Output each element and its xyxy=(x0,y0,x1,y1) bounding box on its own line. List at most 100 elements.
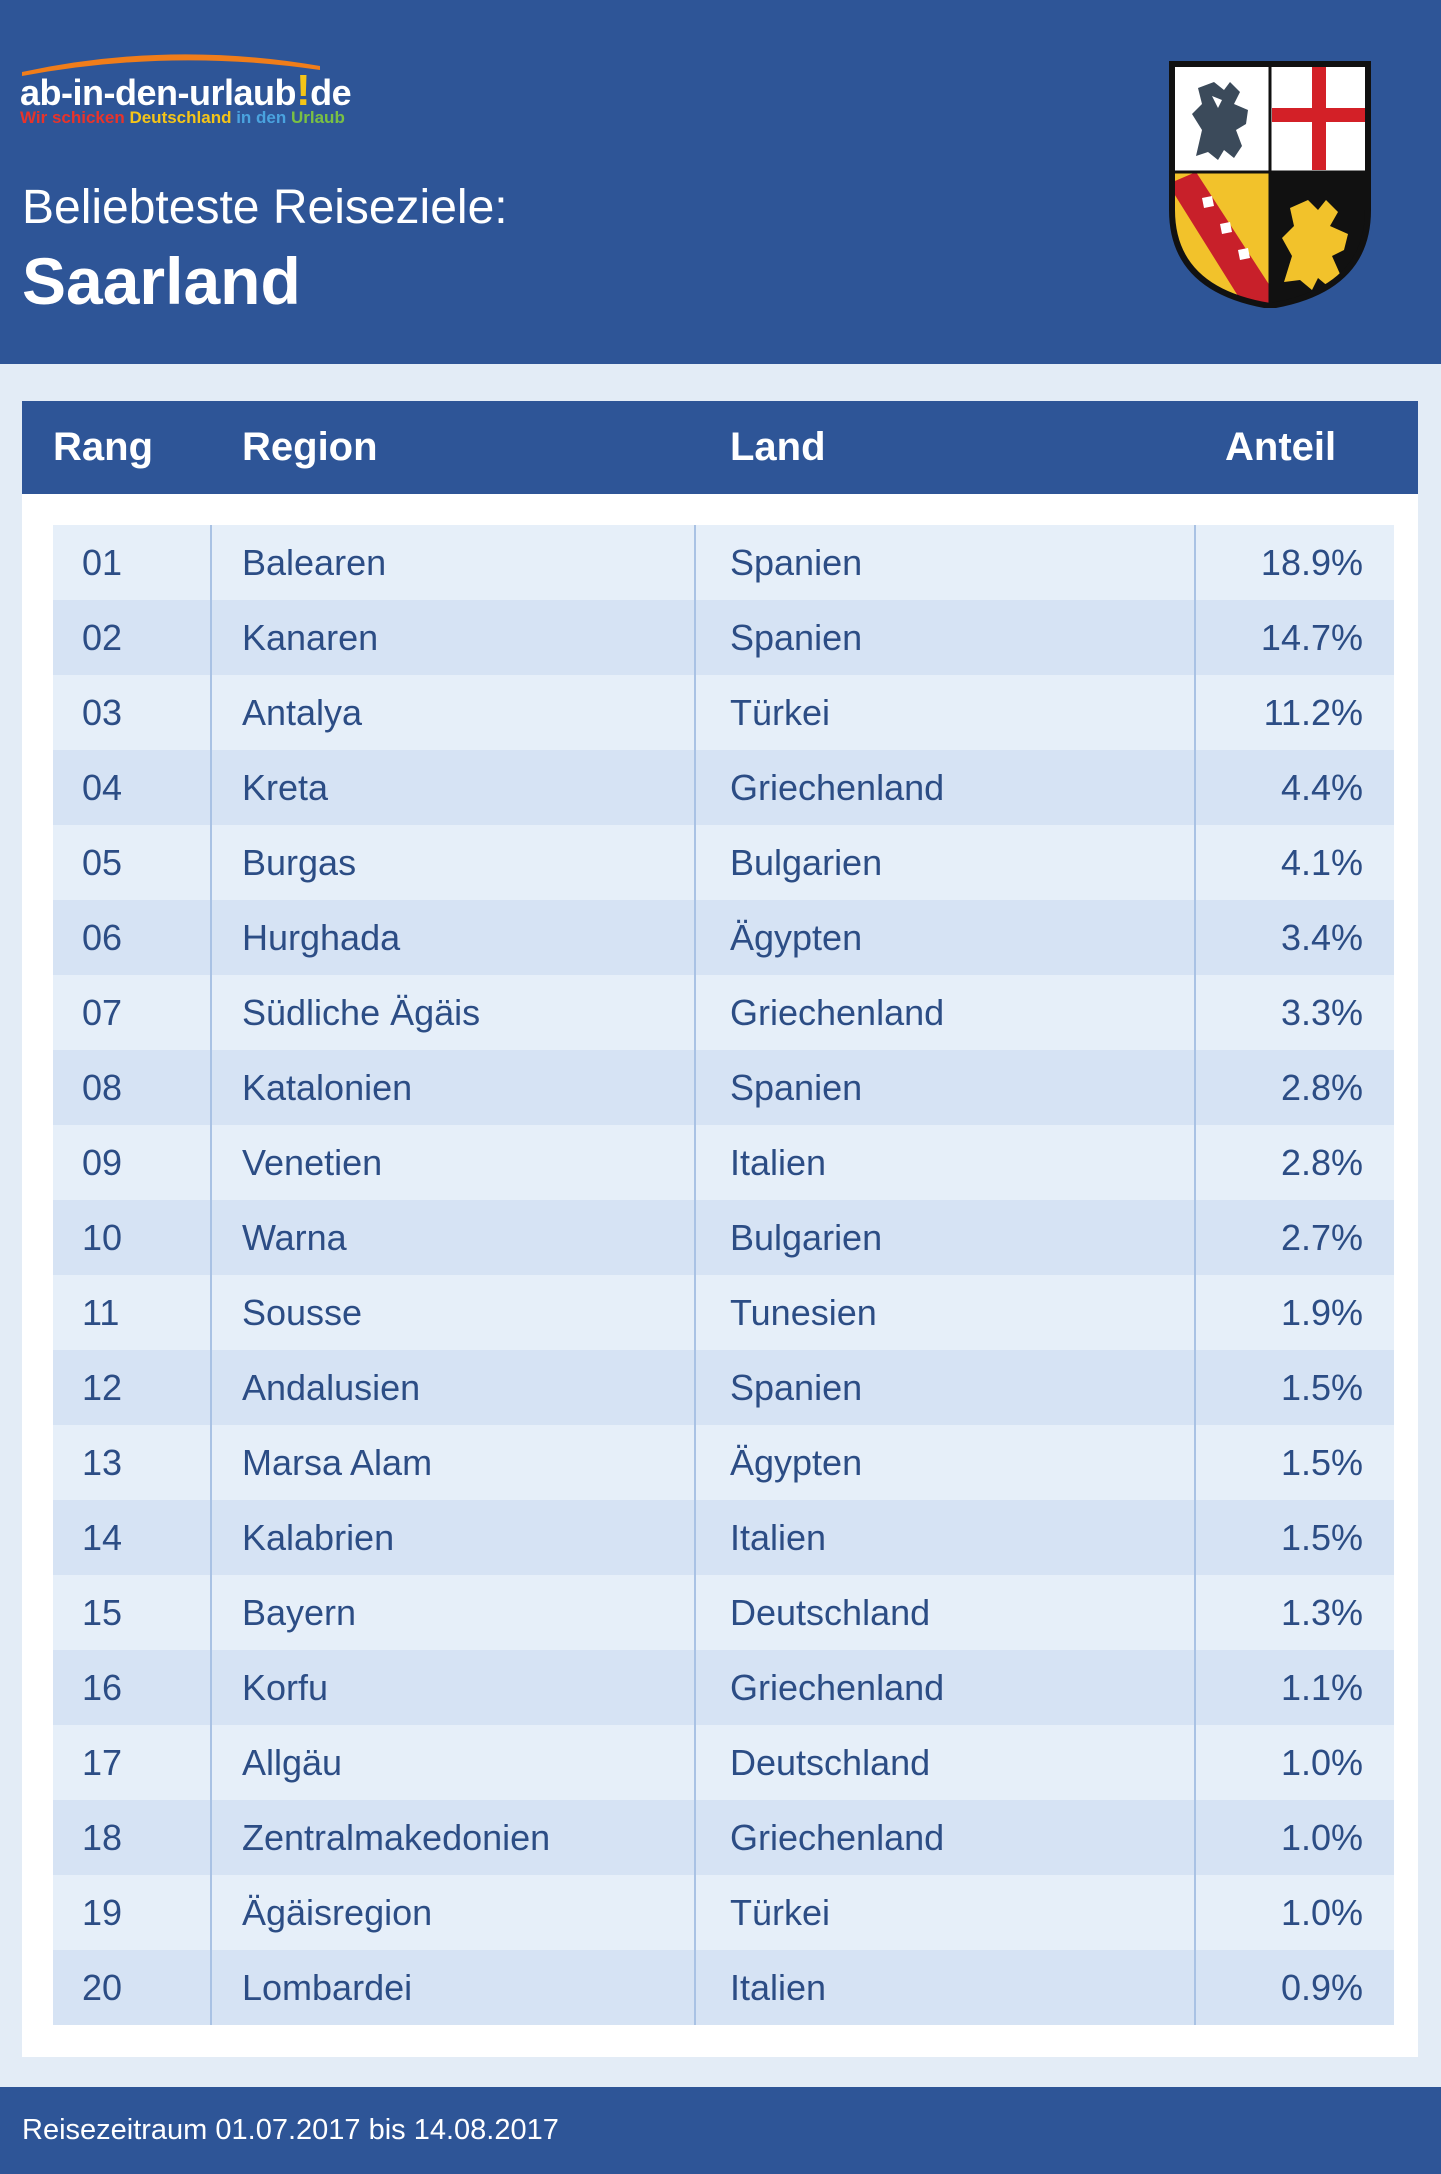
rank-cell: 10 xyxy=(82,1217,123,1258)
land-cell: Deutschland xyxy=(730,1592,931,1633)
rank-cell: 01 xyxy=(82,542,123,583)
land-cell: Griechenland xyxy=(730,992,945,1033)
tagline-part: Urlaub xyxy=(290,108,345,127)
rank-cell: 17 xyxy=(82,1742,123,1783)
tagline-part: in den xyxy=(236,108,291,127)
table-row[interactable]: 17 Allgäu Deutschland 1.0% xyxy=(53,1725,1394,1800)
table-row[interactable]: 05 Burgas Bulgarien 4.1% xyxy=(53,825,1394,900)
land-cell: Italien xyxy=(730,1517,827,1558)
land-cell: Griechenland xyxy=(730,1817,945,1858)
table-row[interactable]: 15 Bayern Deutschland 1.3% xyxy=(53,1575,1394,1650)
footer: Reisezeitraum 01.07.2017 bis 14.08.2017 xyxy=(0,2087,1441,2174)
land-cell: Deutschland xyxy=(730,1742,931,1783)
saarland-coat-of-arms-icon xyxy=(1169,61,1371,308)
region-cell: Warna xyxy=(242,1217,347,1258)
land-cell: Türkei xyxy=(730,1892,831,1933)
table-row[interactable]: 01 Balearen Spanien 18.9% xyxy=(53,525,1394,600)
land-cell: Italien xyxy=(730,1967,827,2008)
column-header-rank[interactable]: Rang xyxy=(53,425,153,469)
share-cell: 0.9% xyxy=(1280,1967,1363,2008)
share-cell: 1.9% xyxy=(1280,1292,1363,1333)
table-row[interactable]: 18 Zentralmakedonien Griechenland 1.0% xyxy=(53,1800,1394,1875)
table-row[interactable]: 16 Korfu Griechenland 1.1% xyxy=(53,1650,1394,1725)
rank-cell: 04 xyxy=(82,767,123,808)
table-row[interactable]: 20 Lombardei Italien 0.9% xyxy=(53,1950,1394,2025)
rank-cell: 09 xyxy=(82,1142,123,1183)
column-header-share[interactable]: Anteil xyxy=(1225,425,1337,469)
column-header-land[interactable]: Land xyxy=(730,425,826,469)
land-cell: Tunesien xyxy=(730,1292,877,1333)
land-cell: Spanien xyxy=(730,617,863,658)
travel-period-note: Reisezeitraum 01.07.2017 bis 14.08.2017 xyxy=(22,2114,559,2146)
share-cell: 4.4% xyxy=(1280,767,1363,808)
table-body: 01 Balearen Spanien 18.9% 02 Kanaren Spanien 14… xyxy=(53,525,1394,2025)
region-cell: Venetien xyxy=(242,1142,383,1183)
table-header: Rang Region Land Anteil xyxy=(22,401,1418,494)
column-header-region[interactable]: Region xyxy=(242,425,378,469)
land-cell: Italien xyxy=(730,1142,827,1183)
region-cell: Burgas xyxy=(242,842,357,883)
table-row[interactable]: 04 Kreta Griechenland 4.4% xyxy=(53,750,1394,825)
table-row[interactable]: 02 Kanaren Spanien 14.7% xyxy=(53,600,1394,675)
region-cell: Allgäu xyxy=(242,1742,343,1783)
page-subtitle: Beliebteste Reiseziele: xyxy=(22,181,508,234)
rank-cell: 14 xyxy=(82,1517,123,1558)
tagline-part: Wir schicken xyxy=(20,108,130,127)
share-cell: 4.1% xyxy=(1280,842,1363,883)
land-cell: Spanien xyxy=(730,542,863,583)
share-cell: 3.3% xyxy=(1280,992,1363,1033)
rank-cell: 11 xyxy=(82,1292,120,1333)
region-cell: Kalabrien xyxy=(242,1517,395,1558)
share-cell: 1.1% xyxy=(1280,1667,1363,1708)
share-cell: 2.8% xyxy=(1280,1142,1363,1183)
region-cell: Bayern xyxy=(242,1592,357,1633)
rank-cell: 08 xyxy=(82,1067,123,1108)
rank-cell: 16 xyxy=(82,1667,123,1708)
share-cell: 1.5% xyxy=(1280,1517,1363,1558)
column-divider xyxy=(694,525,696,2025)
table-row[interactable]: 11 Sousse Tunesien 1.9% xyxy=(53,1275,1394,1350)
rank-cell: 18 xyxy=(82,1817,123,1858)
page-title: Saarland xyxy=(22,244,301,318)
table-row[interactable]: 10 Warna Bulgarien 2.7% xyxy=(53,1200,1394,1275)
land-cell: Bulgarien xyxy=(730,1217,883,1258)
logo-tld: de xyxy=(310,72,352,113)
logo-arc-icon xyxy=(22,54,320,76)
land-cell: Ägypten xyxy=(730,1442,863,1483)
tagline-part: Deutschland xyxy=(129,108,237,127)
land-cell: Griechenland xyxy=(730,1667,945,1708)
share-cell: 1.5% xyxy=(1280,1367,1363,1408)
share-cell: 2.8% xyxy=(1280,1067,1363,1108)
rank-cell: 02 xyxy=(82,617,123,658)
share-cell: 1.5% xyxy=(1280,1442,1363,1483)
logo-tagline: Wir schicken Deutschland in den Urlaub xyxy=(20,108,345,128)
brand-logo[interactable]: ab-in-den-urlaub!de Wir schicken Deutsch… xyxy=(20,46,400,136)
table-row[interactable]: 14 Kalabrien Italien 1.5% xyxy=(53,1500,1394,1575)
land-cell: Griechenland xyxy=(730,767,945,808)
ranking-table: Rang Region Land Anteil 01 Balearen Spanie… xyxy=(22,401,1418,2057)
table-row[interactable]: 07 Südliche Ägäis Griechenland 3.3% xyxy=(53,975,1394,1050)
region-cell: Sousse xyxy=(242,1292,363,1333)
region-cell: Korfu xyxy=(242,1667,329,1708)
rank-cell: 19 xyxy=(82,1892,123,1933)
table-row[interactable]: 12 Andalusien Spanien 1.5% xyxy=(53,1350,1394,1425)
rank-cell: 07 xyxy=(82,992,123,1033)
region-cell: Lombardei xyxy=(242,1967,413,2008)
column-divider xyxy=(1194,525,1196,2025)
table-row[interactable]: 13 Marsa Alam Ägypten 1.5% xyxy=(53,1425,1394,1500)
region-cell: Südliche Ägäis xyxy=(242,992,481,1033)
region-cell: Zentralmakedonien xyxy=(242,1817,551,1858)
table-row[interactable]: 08 Katalonien Spanien 2.8% xyxy=(53,1050,1394,1125)
table-row[interactable]: 06 Hurghada Ägypten 3.4% xyxy=(53,900,1394,975)
land-cell: Türkei xyxy=(730,692,831,733)
share-cell: 1.3% xyxy=(1280,1592,1363,1633)
share-cell: 11.2% xyxy=(1263,692,1363,733)
table-row[interactable]: 19 Ägäisregion Türkei 1.0% xyxy=(53,1875,1394,1950)
share-cell: 18.9% xyxy=(1260,542,1363,583)
table-row[interactable]: 03 Antalya Türkei 11.2% xyxy=(53,675,1394,750)
region-cell: Andalusien xyxy=(242,1367,421,1408)
region-cell: Antalya xyxy=(242,692,363,733)
rank-cell: 06 xyxy=(82,917,123,958)
share-cell: 3.4% xyxy=(1280,917,1363,958)
table-row[interactable]: 09 Venetien Italien 2.8% xyxy=(53,1125,1394,1200)
